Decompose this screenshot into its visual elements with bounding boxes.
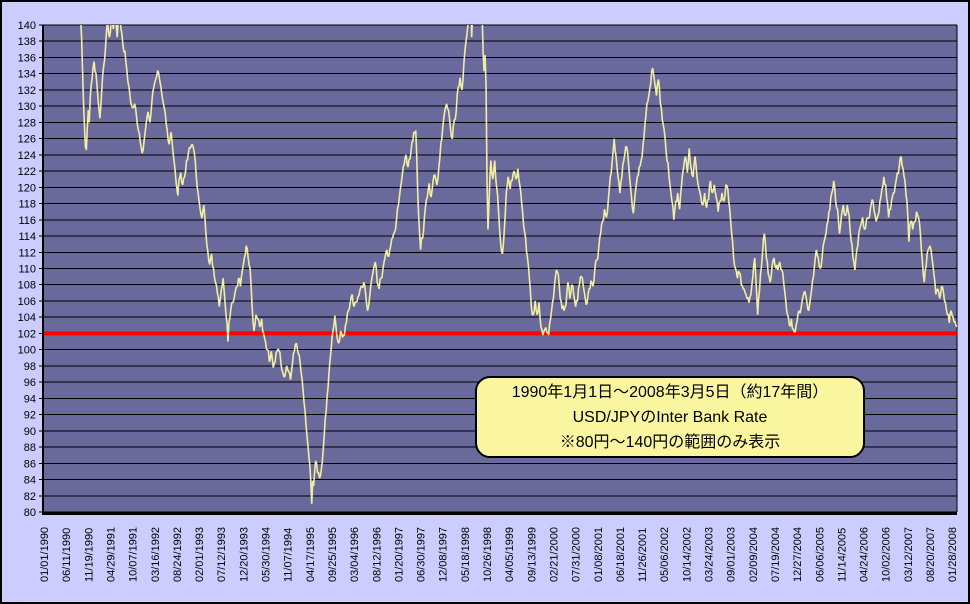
annotation-line-1: 1990年1月1日～2008年3月5日（約17年間） <box>511 383 829 401</box>
x-tick-label: 05/30/1994 <box>261 527 273 582</box>
x-tick-label: 10/07/1991 <box>128 527 140 582</box>
x-axis-labels: 01/01/1990 06/11/1990 11/19/1990 04/29/1991… <box>39 527 959 582</box>
x-tick-label: 02/09/2004 <box>748 527 760 582</box>
x-tick-label: 08/12/1996 <box>371 527 383 582</box>
x-tick-label: 02/21/2000 <box>548 527 560 582</box>
x-tick-label: 07/12/1993 <box>216 527 228 582</box>
x-tick-label: 01/08/2001 <box>593 527 605 582</box>
y-tick-label: 122 <box>18 166 36 178</box>
y-tick-label: 128 <box>18 117 36 129</box>
x-tick-label: 12/08/1997 <box>438 527 450 582</box>
x-tick-label: 10/02/2006 <box>881 527 893 582</box>
annotation-line-2: USD/JPYのInter Bank Rate <box>572 408 768 426</box>
y-tick-label: 92 <box>24 410 36 422</box>
y-tick-label: 140 <box>18 20 36 32</box>
x-tick-label: 09/01/2003 <box>726 527 738 582</box>
y-tick-label: 116 <box>18 215 36 227</box>
x-tick-label: 12/27/2004 <box>792 527 804 582</box>
annotation-box: 1990年1月1日～2008年3月5日（約17年間） USD/JPYのInter… <box>475 376 865 458</box>
x-tick-label: 08/20/2007 <box>925 527 937 582</box>
y-tick-label: 120 <box>18 182 36 194</box>
y-axis-labels: 80 82 84 86 88 90 92 94 96 98 100 102 104 106 108 110 11… <box>18 20 36 519</box>
x-tick-label: 04/29/1991 <box>105 527 117 582</box>
x-tick-label: 02/01/1993 <box>194 527 206 582</box>
x-tick-label: 11/07/1994 <box>283 528 295 582</box>
y-tick-label: 82 <box>24 491 36 503</box>
y-tick-label: 102 <box>18 328 36 340</box>
y-tick-label: 96 <box>24 377 36 389</box>
x-tick-label: 06/18/2001 <box>615 527 627 582</box>
x-tick-label: 01/20/1997 <box>393 527 405 582</box>
x-tick-label: 06/06/2005 <box>814 527 826 582</box>
y-tick-label: 88 <box>24 442 36 454</box>
y-tick-label: 124 <box>18 150 36 162</box>
x-tick-label: 11/26/2001 <box>637 528 649 582</box>
y-tick-label: 112 <box>18 247 36 259</box>
x-tick-label: 06/11/1990 <box>61 528 73 582</box>
y-tick-label: 98 <box>24 361 36 373</box>
x-tick-label: 11/19/1990 <box>83 528 95 582</box>
x-tick-label: 03/24/2003 <box>704 527 716 582</box>
y-tick-label: 134 <box>18 69 36 81</box>
x-tick-label: 08/24/1992 <box>172 527 184 582</box>
y-tick-label: 110 <box>18 264 36 276</box>
y-tick-label: 118 <box>18 199 36 211</box>
x-tick-label: 09/25/1995 <box>327 527 339 582</box>
y-tick-label: 86 <box>24 458 36 470</box>
y-tick-label: 114 <box>18 231 36 243</box>
y-tick-label: 108 <box>18 280 36 292</box>
x-tick-label: 10/26/1998 <box>482 527 494 582</box>
y-tick-label: 84 <box>24 475 36 487</box>
y-tick-label: 94 <box>24 393 36 405</box>
x-tick-label: 05/18/1998 <box>460 527 472 582</box>
x-tick-label: 11/14/2005 <box>836 528 848 582</box>
x-tick-label: 05/06/2002 <box>659 527 671 582</box>
annotation-line-3: ※80円～140円の範囲のみ表示 <box>559 433 781 451</box>
x-tick-label: 01/01/1990 <box>39 527 51 582</box>
x-tick-label: 03/16/1992 <box>150 527 162 582</box>
y-tick-label: 90 <box>24 426 36 438</box>
y-axis-line <box>42 25 44 515</box>
x-tick-label: 01/28/2008 <box>947 527 959 582</box>
x-axis-line <box>42 512 957 515</box>
x-tick-label: 04/17/1995 <box>305 527 317 582</box>
x-tick-label: 07/19/2004 <box>770 527 782 582</box>
y-tick-label: 126 <box>18 134 36 146</box>
usdjpy-series-line <box>80 25 957 504</box>
x-tick-label: 10/14/2002 <box>681 527 693 582</box>
x-tick-label: 03/12/2007 <box>903 527 915 582</box>
x-tick-label: 06/30/1997 <box>416 527 428 582</box>
x-tick-label: 07/31/2000 <box>571 527 583 582</box>
x-tick-label: 09/13/1999 <box>526 527 538 582</box>
y-tick-label: 106 <box>18 296 36 308</box>
y-tick-label: 100 <box>18 345 36 357</box>
y-tick-label: 138 <box>18 36 36 48</box>
x-tick-label: 04/24/2006 <box>859 527 871 582</box>
y-tick-label: 80 <box>24 507 36 519</box>
y-tick-label: 104 <box>18 312 36 324</box>
x-tick-label: 12/20/1993 <box>238 527 250 582</box>
y-tick-label: 130 <box>18 101 36 113</box>
x-tick-label: 04/05/1999 <box>504 527 516 582</box>
y-tick-label: 132 <box>18 85 36 97</box>
y-tick-label: 136 <box>18 52 36 64</box>
x-tick-label: 03/04/1996 <box>349 527 361 582</box>
